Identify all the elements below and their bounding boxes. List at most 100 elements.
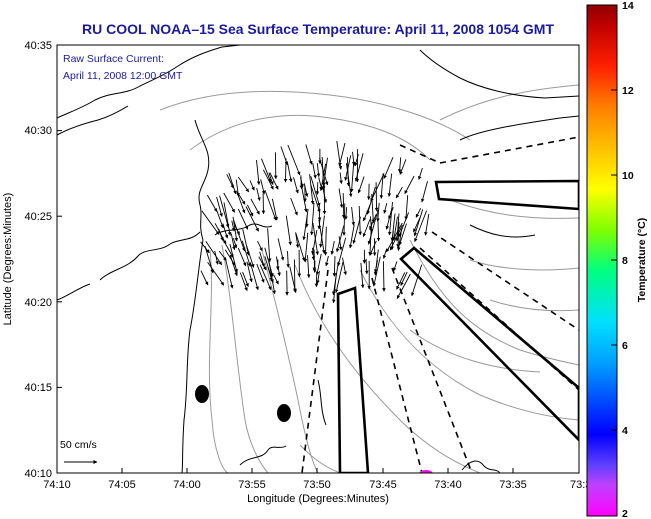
current-vector xyxy=(242,271,249,288)
current-vector xyxy=(342,203,346,236)
current-vector xyxy=(295,232,300,249)
current-vector xyxy=(269,172,279,190)
current-vector xyxy=(229,243,238,273)
current-vector xyxy=(215,208,224,229)
current-vector xyxy=(414,210,428,243)
current-vector xyxy=(239,272,248,292)
current-vector xyxy=(392,261,398,272)
current-vector xyxy=(246,245,255,268)
colorbar-label: Temperature (°C) xyxy=(636,218,648,303)
x-tick-label: 73:45 xyxy=(369,479,397,491)
current-vector xyxy=(383,157,394,179)
map-plot-area xyxy=(57,45,579,473)
y-tick-label: 40:20 xyxy=(24,297,52,309)
current-vector xyxy=(338,188,344,209)
raw-current-label: Raw Surface Current: xyxy=(63,53,164,65)
current-vector xyxy=(310,202,315,236)
current-vector xyxy=(205,240,223,266)
current-vector xyxy=(362,219,371,238)
current-vector xyxy=(399,159,407,175)
current-vector xyxy=(200,241,210,254)
current-vector xyxy=(216,196,223,217)
current-vector xyxy=(257,240,263,252)
current-vector xyxy=(357,176,365,194)
current-vector xyxy=(398,212,410,238)
current-vector xyxy=(232,238,238,249)
y-tick-label: 40:15 xyxy=(24,382,52,394)
current-vector xyxy=(420,181,428,203)
current-vector xyxy=(379,173,384,199)
current-vector xyxy=(245,206,259,232)
current-vector xyxy=(264,256,274,284)
x-tick-label: 73:3 xyxy=(570,479,591,491)
x-tick-label: 73:35 xyxy=(499,479,527,491)
current-vector xyxy=(201,210,220,235)
current-vector xyxy=(256,263,265,283)
current-vector xyxy=(344,155,352,181)
current-vector xyxy=(256,187,261,202)
current-vector xyxy=(303,232,309,263)
y-axis-ticks: 40:35 40:30 40:25 40:20 40:15 40:10 xyxy=(24,40,62,480)
current-vector xyxy=(223,202,232,236)
current-vector xyxy=(318,177,323,191)
current-vector xyxy=(413,217,421,233)
current-vector xyxy=(306,255,311,279)
current-vector xyxy=(385,207,393,230)
current-vector xyxy=(303,183,309,198)
current-vector xyxy=(267,228,272,262)
current-vector xyxy=(351,206,356,226)
current-vector xyxy=(300,182,308,213)
station-marker-2 xyxy=(277,404,291,422)
current-vector xyxy=(424,213,430,236)
current-vector xyxy=(218,250,227,261)
current-vector xyxy=(342,257,347,276)
current-vector xyxy=(404,195,409,221)
current-vector xyxy=(246,204,254,217)
current-vector xyxy=(219,195,230,228)
current-vector xyxy=(369,240,377,256)
current-vector xyxy=(316,163,321,178)
radar-beams xyxy=(301,136,579,473)
current-vector xyxy=(207,262,225,286)
current-vector xyxy=(285,215,292,246)
current-vector xyxy=(344,207,348,220)
current-vector xyxy=(352,216,361,244)
current-vector xyxy=(338,142,346,167)
current-vector xyxy=(259,264,272,291)
coastline xyxy=(57,45,579,473)
current-vector xyxy=(310,184,321,213)
current-vector xyxy=(317,218,322,230)
current-vector xyxy=(287,162,293,183)
current-vector xyxy=(321,156,326,191)
current-vector xyxy=(400,271,408,286)
current-vector xyxy=(249,262,259,291)
current-vector xyxy=(246,261,253,283)
x-tick-label: 74:10 xyxy=(43,479,71,491)
current-vector xyxy=(225,259,234,289)
current-vector xyxy=(338,236,343,251)
current-vector xyxy=(200,270,209,286)
plot-frame xyxy=(56,44,580,474)
current-vector xyxy=(315,253,322,276)
current-vector xyxy=(411,264,423,297)
current-vector xyxy=(218,228,224,242)
current-vector xyxy=(237,176,250,193)
current-vector xyxy=(224,249,236,266)
current-vector xyxy=(395,213,400,242)
current-vector xyxy=(235,179,240,197)
current-vector xyxy=(322,157,328,187)
current-vector xyxy=(295,233,306,262)
scale-label: 50 cm/s xyxy=(60,439,97,451)
current-vector xyxy=(283,158,288,183)
current-vector xyxy=(370,173,385,202)
current-vector xyxy=(360,262,365,289)
current-vector xyxy=(264,247,274,277)
temperature-colorbar: 14 12 10 8 6 4 2 Temperature (°C) xyxy=(586,0,648,519)
current-vector xyxy=(231,220,236,232)
colorbar-tick: 6 xyxy=(622,340,628,352)
current-vector xyxy=(305,215,309,228)
current-vector xyxy=(250,198,260,215)
colorbar-tick: 14 xyxy=(622,0,634,12)
current-vector xyxy=(337,237,347,267)
current-vector xyxy=(387,173,393,197)
